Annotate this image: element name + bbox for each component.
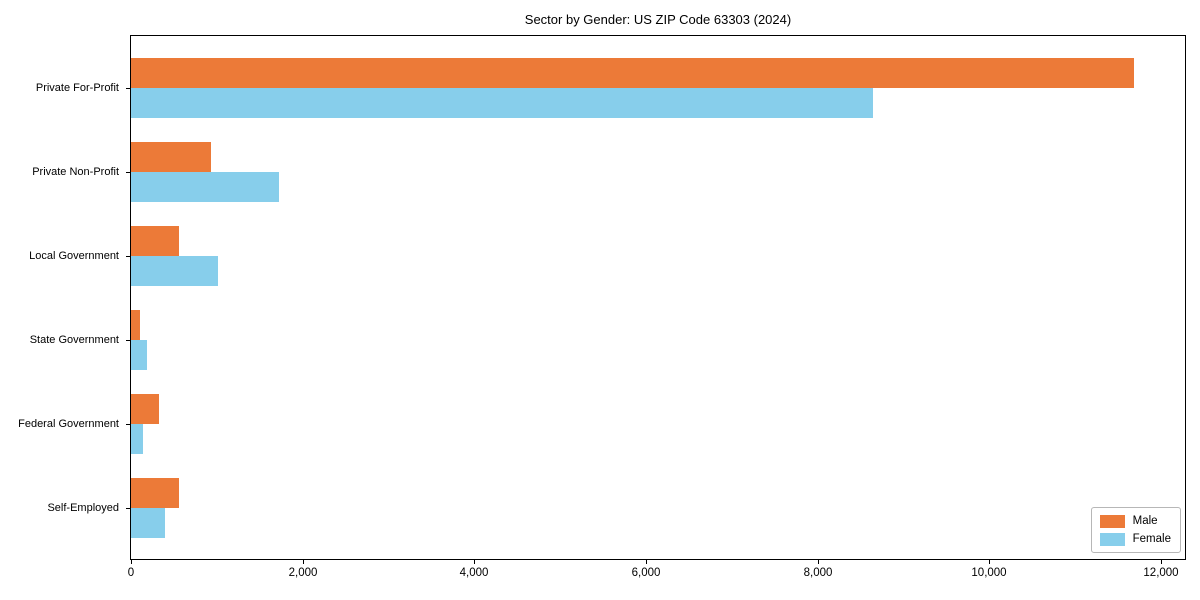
bar-male-3	[131, 226, 179, 256]
y-tick	[126, 424, 130, 425]
female-swatch-icon	[1099, 532, 1125, 546]
legend-label-male: Male	[1132, 515, 1158, 527]
legend-label-female: Female	[1132, 533, 1171, 545]
bar-male-6	[131, 478, 179, 508]
bar-male-1	[131, 58, 1134, 88]
y-tick	[126, 340, 130, 341]
chart-title: Sector by Gender: US ZIP Code 63303 (202…	[524, 12, 792, 27]
plot-area: Male Female	[130, 35, 1186, 560]
bar-female-2	[131, 172, 279, 202]
x-tick-label: 8,000	[803, 567, 833, 579]
bar-male-4	[131, 310, 140, 340]
y-tick	[126, 508, 130, 509]
bar-female-1	[131, 88, 873, 118]
y-tick-label: Self-Employed	[47, 502, 119, 514]
legend: Male Female	[1090, 507, 1181, 553]
legend-item-male: Male	[1099, 514, 1171, 528]
bar-female-4	[131, 340, 147, 370]
y-tick-label: Private Non-Profit	[32, 166, 119, 178]
x-tick-label: 0	[127, 567, 135, 579]
x-tick-label: 10,000	[971, 567, 1007, 579]
y-tick	[126, 88, 130, 89]
y-tick-label: State Government	[29, 334, 119, 346]
y-tick-label: Private For-Profit	[35, 82, 119, 94]
x-tick-label: 6,000	[631, 567, 661, 579]
male-swatch-icon	[1099, 514, 1125, 528]
bar-female-6	[131, 508, 165, 538]
x-tick-label: 12,000	[1143, 567, 1179, 579]
x-tick-label: 4,000	[459, 567, 489, 579]
x-tick	[474, 560, 475, 564]
y-tick	[126, 256, 130, 257]
y-tick-label: Local Government	[29, 250, 119, 262]
bar-male-5	[131, 394, 159, 424]
x-tick	[1161, 560, 1162, 564]
y-tick-label: Federal Government	[18, 418, 119, 430]
y-tick	[126, 172, 130, 173]
bar-female-3	[131, 256, 218, 286]
x-tick	[131, 560, 132, 564]
bar-male-2	[131, 142, 211, 172]
x-tick	[303, 560, 304, 564]
legend-item-female: Female	[1099, 532, 1171, 546]
x-tick	[818, 560, 819, 564]
x-tick	[646, 560, 647, 564]
x-tick-label: 2,000	[288, 567, 318, 579]
bar-female-5	[131, 424, 143, 454]
x-tick	[989, 560, 990, 564]
